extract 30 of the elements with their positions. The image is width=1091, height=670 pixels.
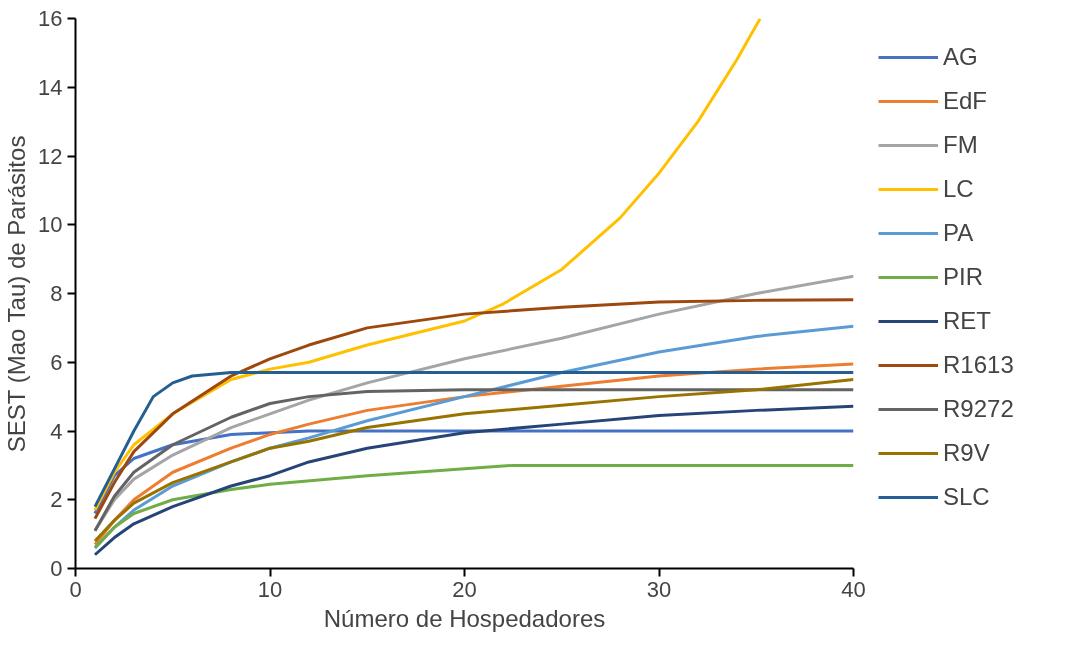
x-tick-label: 20: [452, 576, 477, 602]
y-tick-label: 10: [38, 212, 63, 238]
y-tick-label: 16: [38, 6, 63, 31]
x-tick-label: 40: [841, 576, 866, 602]
x-axis-title: Número de Hospedadores: [323, 604, 606, 632]
legend-label: SLC: [943, 483, 990, 511]
legend-label: EdF: [943, 87, 988, 115]
y-tick-label: 0: [50, 556, 63, 581]
legend-label: FM: [943, 131, 978, 159]
y-tick-label: 12: [38, 143, 63, 169]
legend-label: R1613: [943, 351, 1014, 379]
x-tick-label: 10: [257, 576, 283, 602]
x-tick-label: 0: [69, 576, 82, 602]
legend-label: RET: [943, 307, 991, 335]
y-tick-label: 6: [50, 349, 63, 375]
line-series: [93, 404, 854, 557]
legend-label: AG: [943, 43, 978, 71]
y-tick-label: 14: [38, 74, 63, 100]
line-series: [93, 371, 854, 509]
y-tick-label: 8: [50, 281, 63, 306]
legend-label: R9V: [943, 439, 990, 467]
legend-label: R9272: [943, 395, 1014, 423]
legend-label: LC: [943, 175, 974, 203]
line-series: [93, 463, 854, 550]
legend-label: PIR: [943, 263, 984, 291]
y-tick-label: 2: [50, 487, 63, 513]
legend-label: PA: [943, 219, 974, 247]
y-tick-label: 4: [50, 418, 63, 444]
x-tick-label: 30: [646, 576, 672, 602]
y-axis-title: SEST (Mao Tau) de Parásitos: [3, 135, 31, 453]
